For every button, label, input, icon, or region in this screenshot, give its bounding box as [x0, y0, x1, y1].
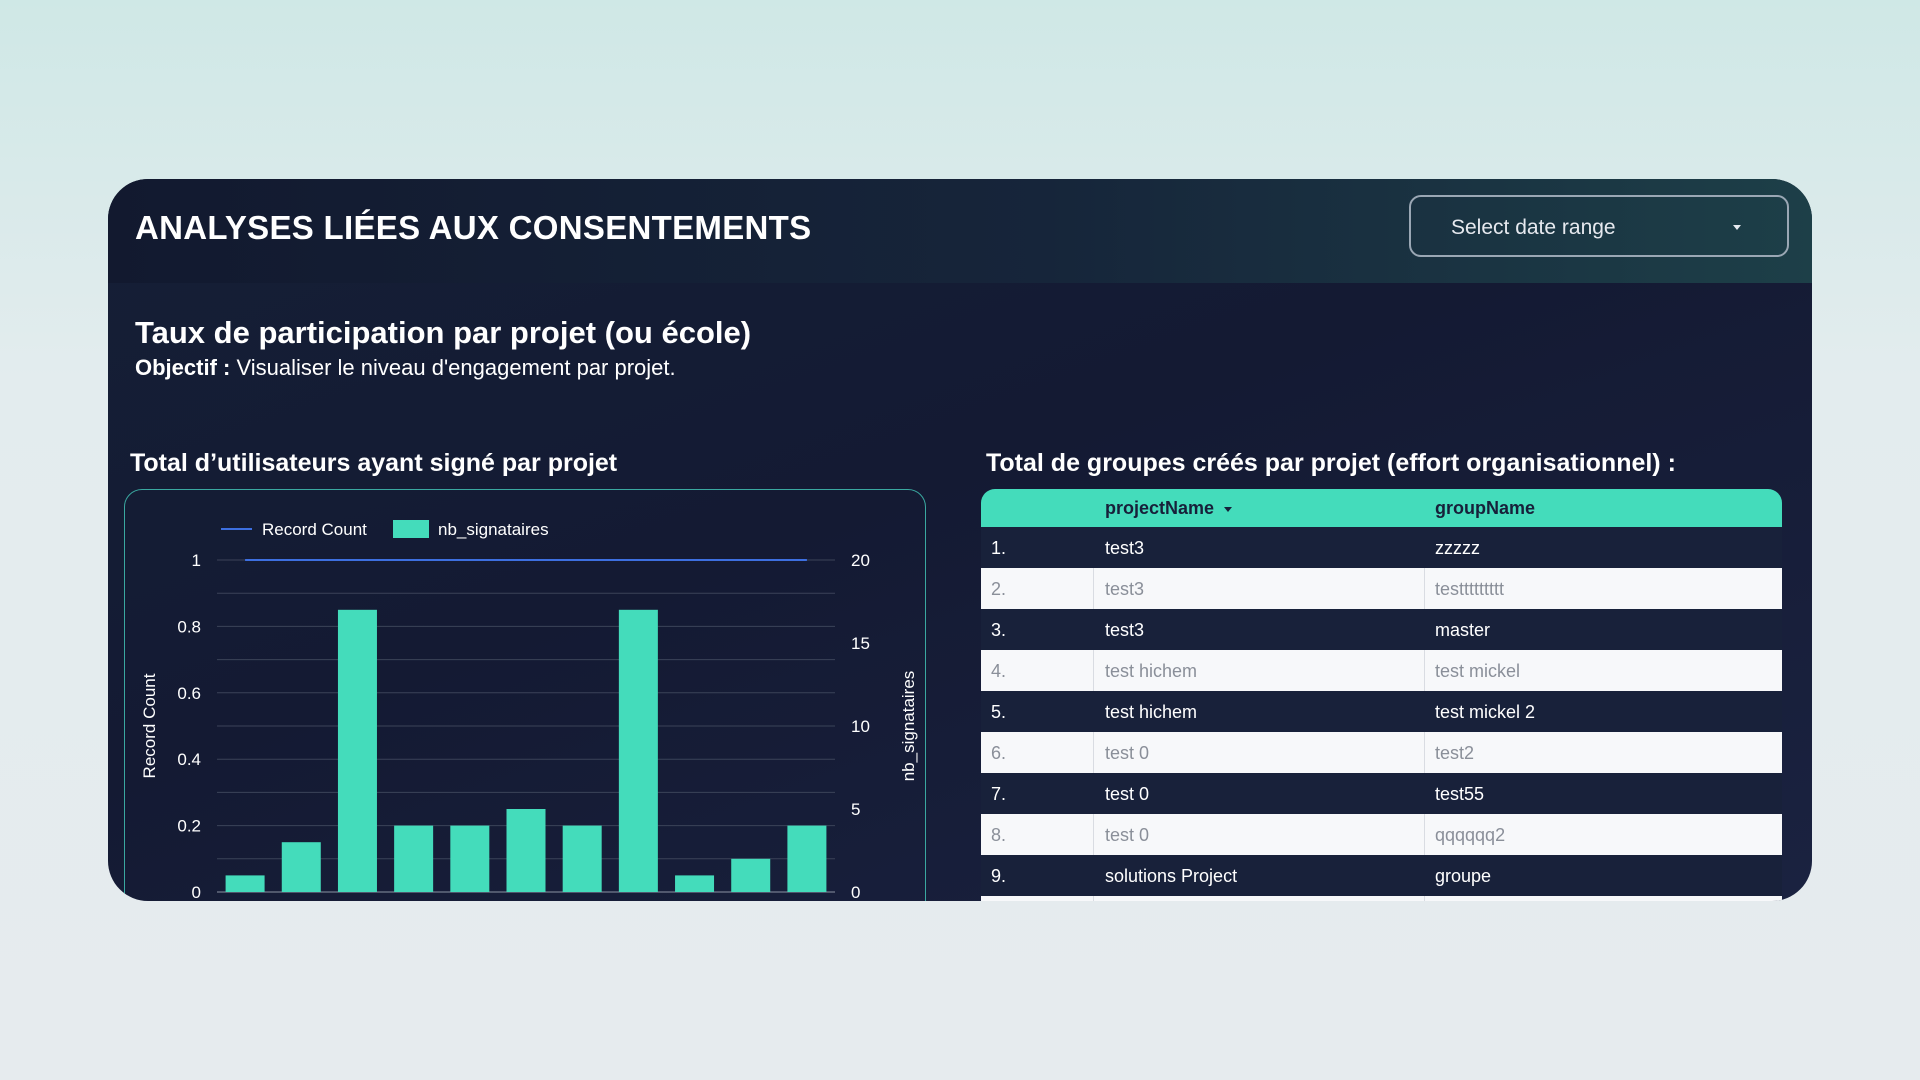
row-index: 8.: [991, 825, 1007, 845]
chevron-down-icon: [1733, 225, 1741, 230]
y-tick-label: 0.8: [177, 617, 201, 636]
table-row[interactable]: 1. test3 zzzzz: [981, 527, 1782, 568]
date-range-label: Select date range: [1451, 216, 1616, 239]
bar: [450, 825, 490, 892]
y-tick-label: 0.4: [177, 750, 201, 769]
column-header-projectname[interactable]: projectName: [1105, 498, 1233, 519]
y-tick-label: 0: [192, 883, 201, 901]
cell-projectname: test hichem: [1105, 702, 1198, 722]
y2-tick-label: 5: [851, 800, 860, 819]
column-divider: [1424, 814, 1425, 855]
bar: [506, 809, 546, 892]
cell-groupname: qqqqqq2: [1435, 825, 1506, 845]
row-index: 7.: [991, 784, 1007, 804]
cell-projectname: solutions Project: [1105, 866, 1238, 886]
y2-tick-label: 15: [851, 634, 870, 653]
table-row[interactable]: 3. test3 master: [981, 609, 1782, 650]
dashboard-header: ANALYSES LIÉES AUX CONSENTEMENTS Select …: [108, 179, 1812, 283]
column-divider: [1093, 650, 1094, 691]
row-index: 3.: [991, 620, 1007, 640]
objective-text: Objectif : Visualiser le niveau d'engage…: [135, 355, 676, 381]
column-divider: [1093, 732, 1094, 773]
column-divider: [1424, 732, 1425, 773]
cell-projectname: test hichem: [1105, 661, 1198, 681]
page-title: ANALYSES LIÉES AUX CONSENTEMENTS: [135, 209, 812, 246]
legend-label-nb-signataires: nb_signataires: [438, 520, 549, 539]
chart-panel: 0 0.2 0.4 0.6 0.8 1 0 5 10 15 20 Record Count nb_sig…: [124, 489, 926, 901]
y2-tick-label: 20: [851, 551, 870, 570]
consent-analytics-card: ANALYSES LIÉES AUX CONSENTEMENTS Select …: [108, 179, 1812, 901]
cell-groupname: test2: [1435, 743, 1475, 763]
legend-label-record-count: Record Count: [262, 520, 367, 539]
cell-projectname: test3: [1105, 579, 1145, 599]
y-tick-label: 0.6: [177, 684, 201, 703]
y-tick-label: 1: [192, 551, 201, 570]
row-index: 1.: [991, 538, 1007, 558]
bar: [394, 825, 434, 892]
bar: [787, 825, 827, 892]
table-row[interactable]: 5. test hichem test mickel 2: [981, 691, 1782, 732]
column-divider: [1093, 814, 1094, 855]
row-index: 2.: [991, 579, 1007, 599]
column-divider: [1424, 896, 1425, 901]
table-row[interactable]: 6. test 0 test2: [981, 732, 1782, 773]
date-range-select[interactable]: Select date range: [1409, 195, 1789, 257]
y2-tick-label: 10: [851, 717, 870, 736]
y-tick-label: 0.2: [177, 817, 201, 836]
bar: [731, 858, 771, 892]
table-header: projectName groupName: [981, 489, 1782, 527]
bar: [337, 609, 377, 892]
row-index: 5.: [991, 702, 1007, 722]
cell-projectname: test3: [1105, 538, 1145, 558]
column-divider: [1093, 896, 1094, 901]
sort-desc-icon: [1224, 506, 1233, 512]
cell-groupname: zzzzz: [1435, 538, 1480, 558]
cell-groupname: groupe: [1435, 866, 1492, 886]
table-row[interactable]: 2. test3 testtttttttt: [981, 568, 1782, 609]
y2-tick-label: 0: [851, 883, 860, 901]
table-row[interactable]: 7. test 0 test55: [981, 773, 1782, 814]
cell-groupname: test mickel: [1435, 661, 1521, 681]
table-row[interactable]: 9. solutions Project groupe: [981, 855, 1782, 896]
legend-swatch-nb-signataires: [393, 520, 429, 538]
cell-groupname: test mickel 2: [1435, 702, 1536, 722]
column-header-projectname-label: projectName: [1105, 498, 1215, 518]
row-index: 9.: [991, 866, 1007, 886]
bar: [281, 842, 321, 892]
bar: [675, 875, 715, 892]
groups-table: projectName groupName 1. test3 zzzzz 2. test…: [981, 489, 1782, 901]
table-row[interactable]: 8. test 0 qqqqqq2: [981, 814, 1782, 855]
cell-projectname: test 0: [1105, 743, 1150, 763]
objective-label: Objectif :: [135, 355, 231, 380]
column-header-groupname[interactable]: groupName: [1435, 498, 1536, 518]
cell-projectname: test 0: [1105, 825, 1150, 845]
section-title: Taux de participation par projet (ou éco…: [135, 315, 752, 350]
bar: [618, 609, 658, 892]
table-title: Total de groupes créés par projet (effor…: [986, 449, 1676, 477]
cell-projectname: test3: [1105, 620, 1145, 640]
y-axis-label: Record Count: [140, 673, 159, 778]
column-divider: [1424, 568, 1425, 609]
chart-title: Total d’utilisateurs ayant signé par pro…: [130, 449, 618, 477]
cell-groupname: master: [1435, 620, 1491, 640]
bar: [562, 825, 602, 892]
row-index: 6.: [991, 743, 1007, 763]
objective-description: Visualiser le niveau d'engagement par pr…: [230, 355, 676, 380]
column-divider: [1093, 568, 1094, 609]
row-index: 4.: [991, 661, 1007, 681]
cell-projectname: test 0: [1105, 784, 1150, 804]
column-divider: [1424, 650, 1425, 691]
y2-axis-label: nb_signataires: [899, 671, 918, 782]
table-row[interactable]: [981, 896, 1782, 901]
cell-groupname: test55: [1435, 784, 1485, 804]
table-row[interactable]: 4. test hichem test mickel: [981, 650, 1782, 691]
bar: [225, 875, 265, 892]
cell-groupname: testtttttttt: [1435, 579, 1505, 599]
